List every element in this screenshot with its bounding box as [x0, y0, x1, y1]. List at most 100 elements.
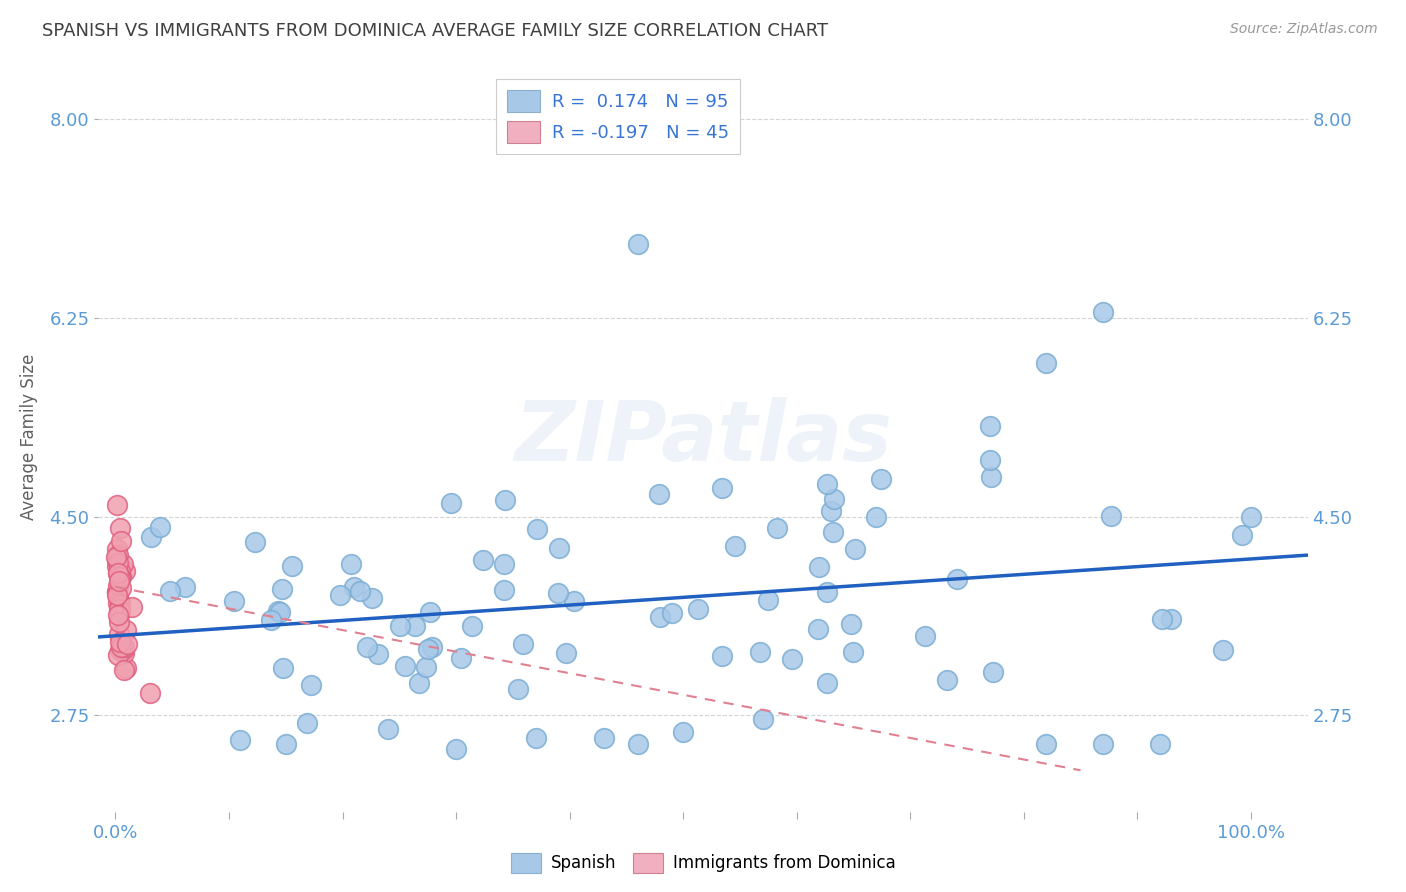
Point — [548, 541, 571, 555]
Point — [815, 585, 838, 599]
Point — [349, 583, 371, 598]
Point — [108, 521, 131, 535]
Point — [110, 640, 132, 654]
Point — [419, 605, 441, 619]
Point — [1240, 509, 1263, 524]
Point — [807, 622, 830, 636]
Point — [107, 541, 129, 556]
Point — [107, 566, 129, 580]
Point — [526, 522, 548, 536]
Point — [444, 742, 467, 756]
Point — [111, 557, 134, 571]
Point — [108, 642, 131, 657]
Point — [361, 591, 384, 605]
Point — [592, 731, 614, 745]
Point — [110, 581, 132, 595]
Point — [1212, 643, 1234, 657]
Point — [440, 496, 463, 510]
Point — [107, 579, 129, 593]
Point — [105, 558, 128, 573]
Point — [1035, 356, 1057, 370]
Point — [946, 573, 969, 587]
Point — [870, 472, 893, 486]
Point — [108, 626, 131, 640]
Point — [377, 722, 399, 736]
Point — [650, 610, 672, 624]
Point — [295, 716, 318, 731]
Point — [267, 604, 290, 618]
Point — [554, 646, 576, 660]
Point — [724, 539, 747, 553]
Point — [865, 509, 887, 524]
Point — [1160, 612, 1182, 626]
Point — [271, 582, 294, 596]
Point — [299, 678, 322, 692]
Point — [935, 673, 957, 687]
Point — [159, 584, 181, 599]
Legend: Spanish, Immigrants from Dominica: Spanish, Immigrants from Dominica — [503, 847, 903, 880]
Point — [271, 661, 294, 675]
Point — [807, 560, 830, 574]
Point — [112, 646, 135, 660]
Point — [839, 617, 862, 632]
Point — [108, 564, 131, 578]
Point — [815, 477, 838, 491]
Point — [112, 664, 135, 678]
Point — [823, 525, 845, 540]
Point — [981, 665, 1004, 679]
Point — [749, 645, 772, 659]
Point — [661, 606, 683, 620]
Legend: R =  0.174   N = 95, R = -0.197   N = 45: R = 0.174 N = 95, R = -0.197 N = 45 — [496, 79, 741, 153]
Point — [107, 548, 129, 562]
Y-axis label: Average Family Size: Average Family Size — [20, 354, 38, 520]
Point — [108, 605, 131, 619]
Point — [281, 558, 304, 573]
Point — [121, 600, 143, 615]
Point — [329, 588, 352, 602]
Point — [461, 618, 484, 632]
Point — [547, 586, 569, 600]
Point — [842, 645, 865, 659]
Point — [108, 570, 131, 584]
Point — [108, 574, 131, 588]
Point — [711, 648, 734, 663]
Point — [107, 608, 129, 623]
Point — [404, 619, 426, 633]
Point — [471, 553, 494, 567]
Point — [751, 712, 773, 726]
Point — [222, 593, 245, 607]
Point — [979, 452, 1001, 467]
Point — [107, 566, 129, 581]
Point — [648, 486, 671, 500]
Point — [844, 541, 866, 556]
Point — [815, 675, 838, 690]
Point — [367, 647, 389, 661]
Point — [243, 534, 266, 549]
Point — [149, 520, 172, 534]
Point — [494, 492, 516, 507]
Point — [105, 549, 128, 564]
Point — [820, 504, 842, 518]
Point — [114, 661, 136, 675]
Point — [114, 623, 136, 637]
Point — [416, 641, 439, 656]
Point — [524, 731, 547, 745]
Point — [1035, 737, 1057, 751]
Point — [107, 596, 129, 610]
Point — [107, 557, 129, 571]
Point — [766, 521, 789, 535]
Point — [339, 557, 361, 571]
Point — [108, 615, 131, 630]
Text: SPANISH VS IMMIGRANTS FROM DOMINICA AVERAGE FAMILY SIZE CORRELATION CHART: SPANISH VS IMMIGRANTS FROM DOMINICA AVER… — [42, 22, 828, 40]
Point — [1099, 509, 1122, 524]
Point — [780, 652, 803, 666]
Point — [389, 619, 412, 633]
Point — [112, 642, 135, 657]
Point — [107, 648, 129, 663]
Point — [105, 588, 128, 602]
Point — [108, 635, 131, 649]
Point — [174, 580, 197, 594]
Point — [229, 733, 252, 747]
Point — [506, 682, 529, 697]
Point — [105, 584, 128, 599]
